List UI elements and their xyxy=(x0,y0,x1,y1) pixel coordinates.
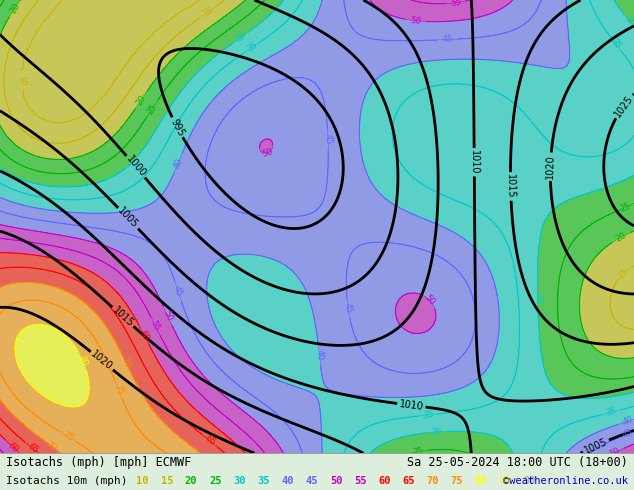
Text: 1005: 1005 xyxy=(583,436,609,455)
Text: Isotachs 10m (mph): Isotachs 10m (mph) xyxy=(6,476,128,486)
Text: 70: 70 xyxy=(427,476,439,486)
Text: 45: 45 xyxy=(621,428,634,440)
Text: 55: 55 xyxy=(450,0,462,8)
Text: 30: 30 xyxy=(431,427,443,437)
Text: 55: 55 xyxy=(354,476,366,486)
Text: 35: 35 xyxy=(609,37,623,51)
Text: 80: 80 xyxy=(475,476,488,486)
Text: 75: 75 xyxy=(61,430,75,443)
Text: 1020: 1020 xyxy=(89,349,115,372)
Text: 35: 35 xyxy=(257,476,269,486)
Text: 60: 60 xyxy=(138,328,151,342)
Text: 35: 35 xyxy=(604,407,617,418)
Text: 1025: 1025 xyxy=(612,93,634,119)
Text: 65: 65 xyxy=(203,434,217,448)
Text: 90: 90 xyxy=(523,476,536,486)
Text: 30: 30 xyxy=(533,293,542,304)
Text: 15: 15 xyxy=(616,267,630,280)
Text: 40: 40 xyxy=(172,157,184,170)
Text: 45: 45 xyxy=(343,302,353,314)
Text: 1015: 1015 xyxy=(110,305,135,329)
Text: 60: 60 xyxy=(378,476,391,486)
Text: 45: 45 xyxy=(323,134,333,145)
Text: 15: 15 xyxy=(160,476,173,486)
Text: 25: 25 xyxy=(619,201,632,214)
Text: 65: 65 xyxy=(26,442,40,456)
Text: 15: 15 xyxy=(201,5,215,19)
Text: 1010: 1010 xyxy=(469,150,479,174)
Text: 1005: 1005 xyxy=(116,206,140,231)
Text: 50: 50 xyxy=(261,147,274,159)
Text: 40: 40 xyxy=(314,349,325,361)
Text: 25: 25 xyxy=(145,102,158,116)
Text: 80: 80 xyxy=(77,354,89,368)
Text: 50: 50 xyxy=(330,476,342,486)
Text: 1000: 1000 xyxy=(124,154,148,179)
Text: 20: 20 xyxy=(8,1,22,15)
Text: Sa 25-05-2024 18:00 UTC (18+00): Sa 25-05-2024 18:00 UTC (18+00) xyxy=(407,456,628,469)
Text: 1020: 1020 xyxy=(545,154,556,179)
Text: Isotachs (mph) [mph] ECMWF: Isotachs (mph) [mph] ECMWF xyxy=(6,456,191,469)
Text: 20: 20 xyxy=(184,476,197,486)
Text: 30: 30 xyxy=(233,476,245,486)
Text: 10: 10 xyxy=(136,476,149,486)
Text: 50: 50 xyxy=(410,16,422,25)
Text: 70: 70 xyxy=(119,356,133,369)
Text: 1015: 1015 xyxy=(505,174,516,199)
Text: 1010: 1010 xyxy=(399,399,424,412)
Text: 65: 65 xyxy=(403,476,415,486)
Text: 45: 45 xyxy=(306,476,318,486)
Text: 995: 995 xyxy=(169,117,186,138)
Text: 40: 40 xyxy=(281,476,294,486)
Text: 45: 45 xyxy=(172,285,184,297)
Text: 55: 55 xyxy=(149,319,162,333)
Text: 20: 20 xyxy=(134,93,148,107)
Text: 25: 25 xyxy=(209,476,221,486)
Text: 30: 30 xyxy=(233,31,247,45)
Text: 50: 50 xyxy=(422,293,436,307)
Text: 25: 25 xyxy=(412,446,424,457)
Text: 35: 35 xyxy=(423,410,434,420)
Text: 45: 45 xyxy=(442,35,453,44)
Text: 10: 10 xyxy=(16,75,26,86)
Text: 75: 75 xyxy=(451,476,463,486)
Text: ©weatheronline.co.uk: ©weatheronline.co.uk xyxy=(503,476,628,486)
Text: 20: 20 xyxy=(614,231,628,244)
Text: 50: 50 xyxy=(161,309,174,322)
Text: 35: 35 xyxy=(245,41,259,54)
Text: 30: 30 xyxy=(623,14,634,28)
Text: 50: 50 xyxy=(608,446,622,459)
Text: 40: 40 xyxy=(621,416,634,427)
Text: 60: 60 xyxy=(6,441,20,454)
Text: 70: 70 xyxy=(44,439,58,453)
Text: 75: 75 xyxy=(112,383,125,396)
Text: 85: 85 xyxy=(499,476,512,486)
